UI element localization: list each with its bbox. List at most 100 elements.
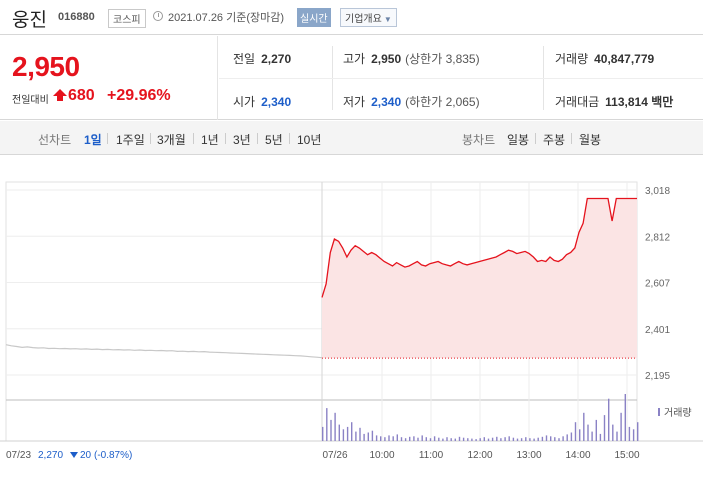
candle-chart-label: 봉차트 (462, 133, 496, 147)
volume-bar (595, 419, 597, 442)
volume-bar (330, 419, 332, 442)
volume-bar (520, 438, 523, 441)
high-label: 고가 (343, 52, 366, 66)
volume-value: 40,847,779 (594, 52, 655, 66)
prev-day-change: 20 (80, 450, 92, 461)
base-date: 2021.07.26 기준(장마감) (168, 12, 285, 24)
volume-bar (413, 436, 415, 441)
volume-bar (599, 433, 602, 441)
y-tick-label: 2,195 (645, 371, 670, 382)
volume-bar (583, 412, 585, 441)
prev-day-date: 07/23 (6, 450, 31, 461)
low-label: 저가 (343, 95, 366, 109)
amount-value: 113,814 백만 (605, 95, 674, 109)
volume-bar (367, 432, 369, 441)
volume-bar (479, 438, 481, 441)
volume-bar (342, 429, 345, 442)
tab-weekly-candle[interactable]: 주봉 (543, 133, 566, 147)
volume-bar (400, 437, 403, 441)
prev-close-value: 2,270 (261, 52, 292, 66)
tab-1year[interactable]: 1년 (201, 133, 219, 147)
company-overview-label: 기업개요 (345, 14, 382, 25)
y-tick-label: 3,018 (645, 186, 670, 197)
volume-bar (409, 436, 411, 441)
volume-bar (612, 424, 614, 441)
chevron-down-icon: ▼ (383, 15, 392, 24)
volume-bar (338, 424, 340, 441)
upper-limit: (상한가 3,835) (405, 52, 480, 66)
open-price: 시가 2,340 (233, 93, 291, 110)
tab-monthly-candle[interactable]: 월봉 (579, 133, 602, 147)
prev-day-change-pct: (-0.87%) (94, 450, 132, 461)
change-value: 680 (68, 87, 95, 104)
volume-label: 거래량 (555, 52, 589, 66)
tab-1day[interactable]: 1일 (84, 133, 102, 147)
prev-close: 전일 2,270 (233, 50, 291, 67)
x-tick-label: 14:00 (565, 450, 590, 461)
volume-bar (417, 437, 419, 441)
volume-bar (608, 398, 610, 441)
up-arrow-icon (53, 89, 67, 101)
x-tick-label: 13:00 (516, 450, 541, 461)
volume-bar (346, 426, 349, 441)
tab-1week[interactable]: 1주일 (116, 133, 145, 147)
change-label: 전일대비 (12, 95, 49, 106)
realtime-button[interactable]: 실시간 (297, 8, 331, 27)
volume-bar (351, 422, 353, 441)
price-area-fill (322, 198, 637, 359)
volume-bar (334, 412, 336, 441)
volume-bar (384, 437, 386, 441)
tab-3years[interactable]: 3년 (233, 133, 251, 147)
volume-bar (566, 434, 568, 441)
volume-bar (628, 426, 631, 441)
stock-header: 웅진 016880 코스피 2021.07.26 기준(장마감) 실시간 기업개… (0, 0, 703, 35)
quote-panel: 2,950 전일대비 680 +29.96% 전일 2,270 고가 2,950 (상… (0, 36, 703, 120)
x-tick-label: 10:00 (369, 450, 394, 461)
volume-bar (458, 436, 461, 441)
volume-bar (603, 415, 606, 441)
volume-legend-swatch (658, 408, 660, 416)
x-tick-label: 15:00 (614, 450, 639, 461)
volume-bar (433, 436, 436, 441)
chart-tabs: 선차트 1일 1주일 3개월 1년 3년 5년 10년 봉차트 일봉 주봉 월봉 (0, 121, 703, 155)
volume-bar (467, 438, 469, 441)
trade-amount: 거래대금 113,814 백만 (555, 93, 673, 110)
volume-bar (425, 437, 427, 441)
volume-bar (429, 438, 432, 441)
company-overview-button[interactable]: 기업개요 ▼ (340, 8, 397, 27)
volume-bar (624, 394, 626, 441)
volume-bar (438, 437, 440, 441)
volume-bar (471, 438, 473, 441)
open-value: 2,340 (261, 95, 292, 109)
low-value: 2,340 (371, 95, 402, 109)
line-chart-label: 선차트 (38, 133, 72, 147)
volume-bar (562, 436, 564, 441)
volume-bar (450, 438, 452, 441)
volume-bar (363, 433, 365, 441)
tab-5years[interactable]: 5년 (265, 133, 283, 147)
down-arrow-icon (70, 452, 78, 458)
volume-bar (516, 438, 519, 441)
high-price: 고가 2,950 (상한가 3,835) (343, 50, 480, 67)
volume-bar (620, 412, 622, 441)
tab-daily-candle[interactable]: 일봉 (507, 133, 530, 147)
tab-10years[interactable]: 10년 (297, 133, 322, 147)
volume-bar (616, 431, 618, 441)
tab-3months[interactable]: 3개월 (157, 133, 186, 147)
volume: 거래량 40,847,779 (555, 50, 654, 67)
volume-bar (554, 437, 556, 441)
change-percent: +29.96% (107, 87, 171, 104)
volume-bar (637, 422, 639, 441)
volume-bar (591, 431, 593, 441)
y-tick-label: 2,607 (645, 279, 670, 290)
volume-bar (322, 426, 324, 441)
volume-bar (359, 427, 361, 441)
amount-label: 거래대금 (555, 95, 600, 109)
volume-bar (529, 438, 531, 441)
volume-bar (442, 438, 444, 441)
volume-bar (632, 429, 635, 442)
volume-bar (579, 429, 581, 442)
high-value: 2,950 (371, 52, 402, 66)
volume-legend-label: 거래량 (664, 407, 692, 419)
current-price-box: 2,950 전일대비 680 +29.96% (0, 36, 218, 120)
